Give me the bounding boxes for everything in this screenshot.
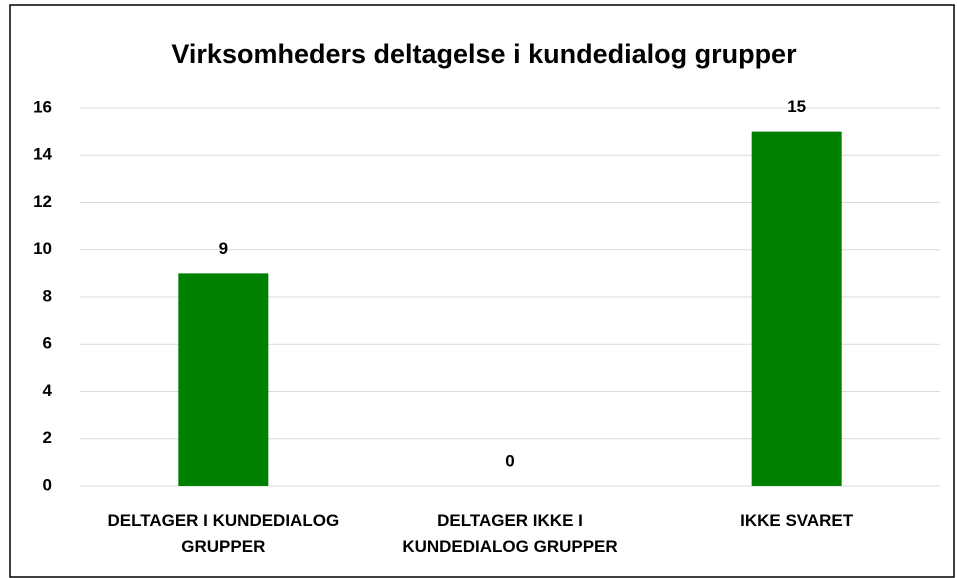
y-tick-label: 6 xyxy=(43,334,52,353)
data-label: 0 xyxy=(505,451,514,470)
bar xyxy=(178,273,269,486)
y-tick-label: 2 xyxy=(43,428,52,447)
x-tick-label: DELTAGER I KUNDEDIALOG GRUPPER xyxy=(107,511,340,556)
y-tick-label: 16 xyxy=(33,97,52,116)
y-tick-label: 0 xyxy=(43,475,52,494)
y-tick-label: 14 xyxy=(33,145,52,164)
data-label: 15 xyxy=(787,97,806,116)
data-label: 9 xyxy=(219,239,228,258)
x-tick-label: IKKE SVARET xyxy=(740,511,854,530)
bar xyxy=(751,131,842,486)
y-tick-label: 4 xyxy=(43,381,53,400)
chart-title: Virksomheders deltagelse i kundedialog g… xyxy=(171,39,797,69)
y-tick-label: 12 xyxy=(33,192,52,211)
x-tick-label: DELTAGER IKKE I KUNDEDIALOG GRUPPER xyxy=(402,511,618,556)
y-tick-label: 8 xyxy=(43,286,52,305)
y-tick-label: 10 xyxy=(33,239,52,258)
